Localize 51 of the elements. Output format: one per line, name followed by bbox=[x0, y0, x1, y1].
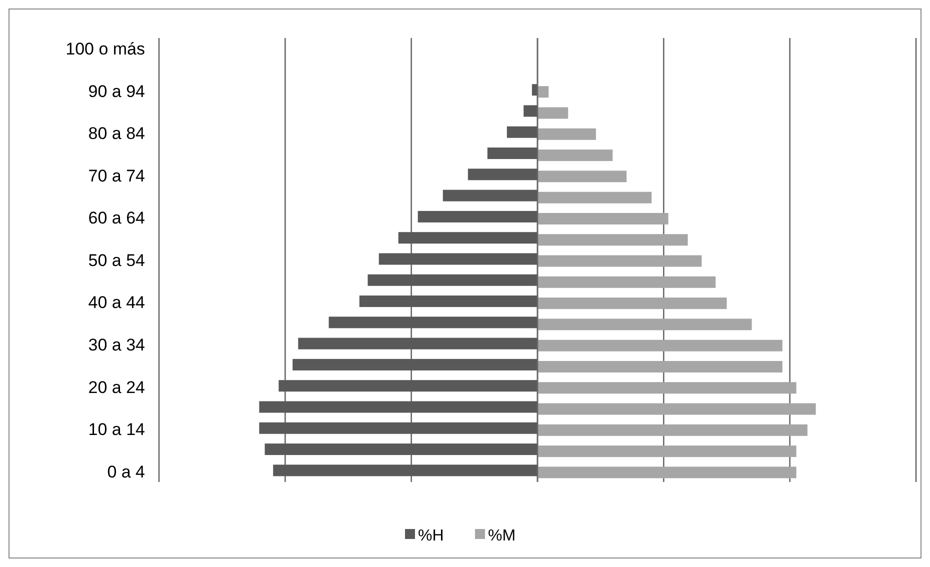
bar bbox=[538, 86, 549, 98]
y-tick-label: 30 a 34 bbox=[88, 336, 145, 355]
bar bbox=[538, 234, 688, 246]
bar bbox=[538, 298, 727, 310]
bar bbox=[259, 422, 538, 434]
bar bbox=[538, 424, 808, 436]
y-tick-label: 40 a 44 bbox=[88, 293, 145, 312]
bar bbox=[487, 148, 538, 160]
legend-label: %M bbox=[488, 528, 516, 545]
bar bbox=[368, 274, 538, 286]
bar bbox=[538, 170, 627, 182]
bar bbox=[506, 126, 538, 138]
bar bbox=[359, 296, 538, 308]
bar bbox=[259, 401, 538, 413]
y-tick-label: 100 o más bbox=[66, 40, 145, 59]
bar bbox=[264, 444, 538, 456]
bar bbox=[442, 190, 538, 202]
y-tick-label: 0 a 4 bbox=[107, 462, 145, 482]
bar bbox=[328, 316, 538, 328]
bar bbox=[538, 255, 702, 267]
legend-label: %H bbox=[418, 528, 444, 545]
bar bbox=[538, 107, 568, 119]
bar bbox=[538, 212, 668, 224]
y-tick-label: 70 a 74 bbox=[88, 166, 145, 186]
y-tick-label: 60 a 64 bbox=[88, 208, 145, 228]
bar bbox=[538, 128, 596, 140]
y-tick-label: 20 a 24 bbox=[88, 378, 145, 397]
bar bbox=[538, 276, 716, 288]
bar bbox=[538, 446, 796, 458]
bar bbox=[532, 84, 538, 96]
bar bbox=[418, 210, 538, 222]
bar bbox=[538, 192, 652, 204]
y-tick-label: 80 a 84 bbox=[88, 124, 145, 144]
bar bbox=[538, 360, 782, 372]
bar bbox=[298, 338, 538, 350]
y-tick-label: 10 a 14 bbox=[88, 420, 145, 440]
bar bbox=[524, 105, 538, 117]
bar bbox=[538, 340, 782, 352]
bar bbox=[273, 464, 538, 476]
bar bbox=[468, 168, 538, 180]
bar bbox=[538, 318, 752, 330]
y-tick-label: 90 a 94 bbox=[88, 82, 145, 101]
y-tick-label: 50 a 54 bbox=[88, 250, 145, 270]
bar bbox=[538, 150, 613, 162]
bar bbox=[538, 466, 796, 478]
bar bbox=[538, 382, 796, 394]
bar bbox=[292, 358, 538, 370]
bar bbox=[378, 253, 538, 265]
bar bbox=[398, 232, 538, 244]
bar bbox=[538, 403, 816, 415]
bar bbox=[278, 380, 538, 392]
